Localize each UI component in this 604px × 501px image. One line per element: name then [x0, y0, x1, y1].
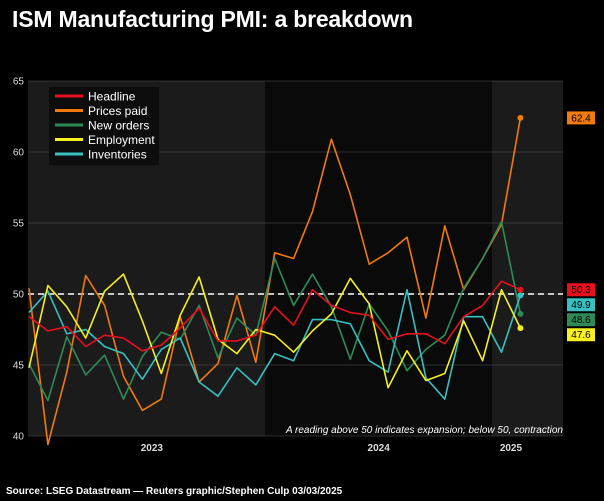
series-line-prices-paid [28, 117, 522, 446]
series-line-headline [28, 280, 521, 352]
legend-label: Employment [88, 133, 155, 147]
legend-label: Prices paid [88, 104, 147, 118]
y-tick-label: 60 [13, 148, 25, 159]
end-label-box [567, 111, 595, 125]
end-label-box [567, 298, 595, 312]
end-dot-new-orders [517, 310, 524, 317]
end-label: 49.9 [571, 300, 591, 311]
x-tick-label: 2025 [500, 443, 523, 454]
legend-label: New orders [88, 119, 149, 133]
series-end-dots [517, 114, 524, 332]
band-2025 [492, 81, 563, 436]
series-lines [28, 117, 522, 446]
y-tick-label: 40 [13, 432, 25, 443]
chart-annotation: A reading above 50 indicates expansion; … [285, 425, 563, 436]
legend-label: Inventories [88, 148, 147, 162]
series-line-employment [28, 273, 522, 389]
x-tick-label: 2024 [368, 443, 391, 454]
end-label: 50.3 [571, 285, 591, 296]
end-label-box [567, 328, 595, 342]
y-axis-ticks: 40 45 50 55 60 65 [13, 77, 25, 443]
y-tick-label: 50 [13, 290, 25, 301]
end-label: 47.6 [571, 330, 591, 341]
series-line-inventories [28, 288, 522, 400]
source-note: Source: LSEG Datastream — Reuters graphi… [6, 486, 343, 497]
page-title: ISM Manufacturing PMI: a breakdown [12, 6, 413, 32]
end-label: 62.4 [571, 113, 591, 124]
y-tick-label: 65 [13, 77, 25, 88]
x-axis-ticks: 2023 2024 2025 [141, 443, 523, 454]
x-tick-label: 2023 [141, 443, 164, 454]
legend-label: Headline [88, 90, 136, 104]
end-labels: 62.4 50.3 49.9 48.6 47.6 [567, 111, 595, 342]
end-dot-prices-paid [517, 114, 524, 121]
end-dot-inventories [517, 292, 524, 299]
end-label-box [567, 313, 595, 327]
end-dot-headline [517, 286, 524, 293]
end-label: 48.6 [571, 315, 591, 326]
y-tick-label: 55 [13, 219, 25, 230]
y-tick-label: 45 [13, 361, 25, 372]
end-dot-employment [517, 325, 524, 332]
end-label-box [567, 283, 595, 297]
